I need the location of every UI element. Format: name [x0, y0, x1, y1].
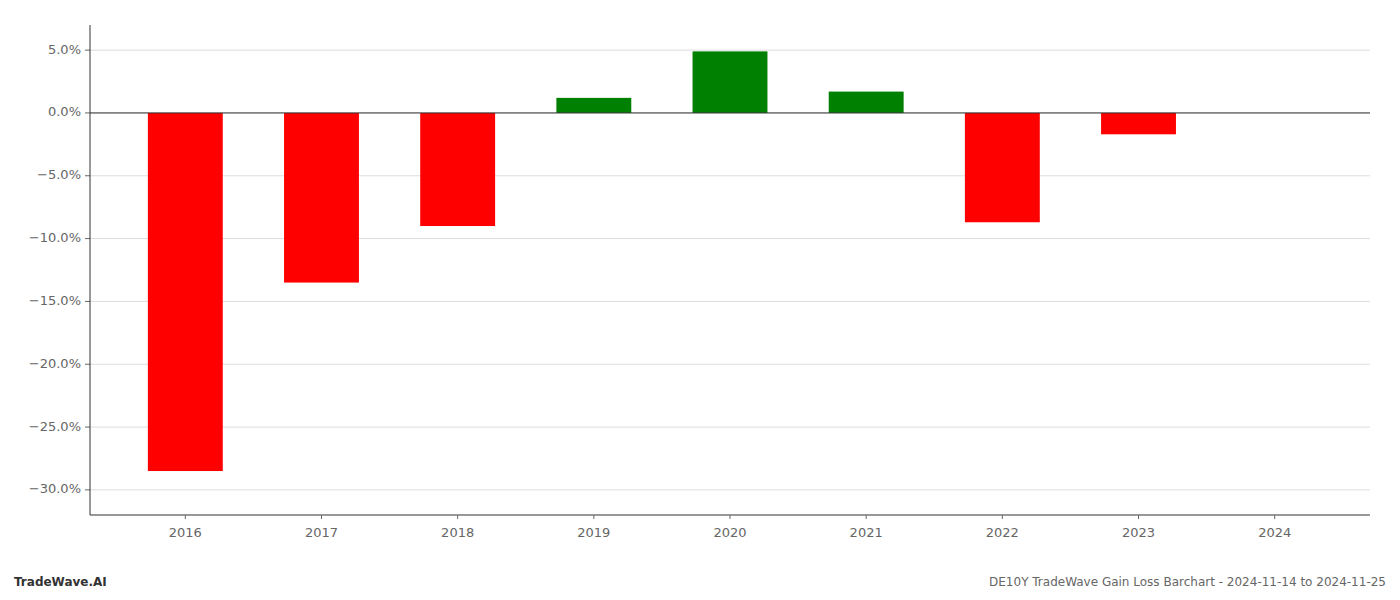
bar — [829, 92, 904, 113]
y-tick — [85, 175, 90, 176]
bars — [148, 51, 1176, 471]
y-axis-line — [90, 25, 91, 515]
y-tick — [85, 112, 90, 113]
y-tick — [85, 427, 90, 428]
x-tick — [730, 515, 731, 519]
y-axis: 5.0% 0.0% −5.0% −10.0% −15.0% −20.0% −25.0% −30… — [29, 42, 90, 497]
x-tick — [1138, 515, 1139, 519]
grid-line — [90, 301, 1370, 302]
bar — [148, 113, 223, 471]
bar — [556, 98, 631, 113]
y-tick-label: 0.0% — [48, 104, 81, 119]
grid-line — [90, 238, 1370, 239]
x-axis: 2016 2017 2018 2019 2020 2021 2022 2023 2024 — [169, 515, 1291, 540]
bar — [965, 113, 1040, 222]
y-tick-label: −25.0% — [29, 419, 81, 434]
y-tick-label: −10.0% — [29, 230, 81, 245]
y-tick-label: −20.0% — [29, 356, 81, 371]
bar — [284, 113, 359, 283]
footer-brand: TradeWave.AI — [14, 575, 107, 589]
x-tick — [593, 515, 594, 519]
x-tick — [866, 515, 867, 519]
title: DE10Y TradeWave Gain Loss Barchart - 202… — [989, 575, 1386, 589]
x-tick — [1002, 515, 1003, 519]
x-tick-label: 2019 — [577, 525, 610, 540]
bar — [1101, 113, 1176, 134]
grid-line — [90, 364, 1370, 365]
x-tick-label: 2022 — [986, 525, 1019, 540]
x-tick — [321, 515, 322, 519]
zero-line — [90, 112, 1370, 113]
grid-line — [90, 50, 1370, 51]
x-tick-label: 2017 — [305, 525, 338, 540]
bar — [420, 113, 495, 226]
grid-line — [90, 175, 1370, 176]
x-tick — [1274, 515, 1275, 519]
x-tick-label: 2024 — [1258, 525, 1291, 540]
x-tick-label: 2018 — [441, 525, 474, 540]
y-tick — [85, 301, 90, 302]
y-tick-label: 5.0% — [48, 42, 81, 57]
grid-line — [90, 112, 1370, 113]
x-tick-label: 2020 — [713, 525, 746, 540]
chart: 5.0% 0.0% −5.0% −10.0% −15.0% −20.0% −25.0% −30… — [0, 0, 1400, 600]
y-tick — [85, 364, 90, 365]
y-tick — [85, 489, 90, 490]
y-tick-label: −5.0% — [37, 167, 81, 182]
grid-line — [90, 427, 1370, 428]
x-tick-label: 2023 — [1122, 525, 1155, 540]
y-tick — [85, 238, 90, 239]
grid-line — [90, 489, 1370, 490]
y-tick — [85, 50, 90, 51]
x-tick — [185, 515, 186, 519]
grid — [90, 50, 1370, 490]
x-tick-label: 2016 — [169, 525, 202, 540]
x-tick-label: 2021 — [850, 525, 883, 540]
bar — [693, 51, 768, 113]
y-tick-label: −15.0% — [29, 293, 81, 308]
x-tick — [457, 515, 458, 519]
y-tick-label: −30.0% — [29, 481, 81, 496]
